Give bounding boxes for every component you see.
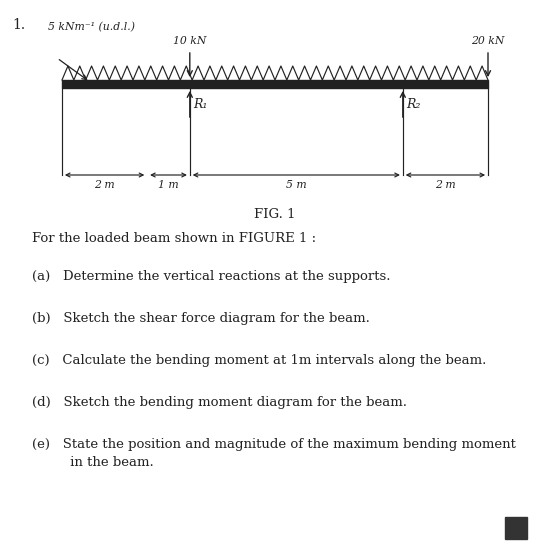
Text: 2 m: 2 m (94, 180, 115, 190)
Bar (505, 517, 527, 539)
Text: 5 m: 5 m (286, 180, 307, 190)
Text: 1.: 1. (12, 18, 25, 32)
Text: (a)   Determine the vertical reactions at the supports.: (a) Determine the vertical reactions at … (32, 270, 390, 283)
Text: R₂: R₂ (406, 97, 420, 110)
Text: 1 m: 1 m (158, 180, 179, 190)
Text: 10 kN: 10 kN (173, 36, 206, 46)
Text: (e)   State the position and magnitude of the maximum bending moment
         in: (e) State the position and magnitude of … (32, 438, 516, 469)
Text: 2 m: 2 m (435, 180, 456, 190)
Text: R₁: R₁ (193, 97, 207, 110)
Text: (d)   Sketch the bending moment diagram for the beam.: (d) Sketch the bending moment diagram fo… (32, 396, 407, 409)
Text: (b)   Sketch the shear force diagram for the beam.: (b) Sketch the shear force diagram for t… (32, 312, 370, 325)
Text: For the loaded beam shown in FIGURE 1 :: For the loaded beam shown in FIGURE 1 : (32, 232, 316, 245)
Bar (62, 80, 488, 88)
Text: 20 kN: 20 kN (471, 36, 505, 46)
Text: 5 kNm⁻¹ (u.d.l.): 5 kNm⁻¹ (u.d.l.) (48, 22, 135, 32)
Text: (c)   Calculate the bending moment at 1m intervals along the beam.: (c) Calculate the bending moment at 1m i… (32, 354, 486, 367)
Text: FIG. 1: FIG. 1 (254, 208, 296, 221)
